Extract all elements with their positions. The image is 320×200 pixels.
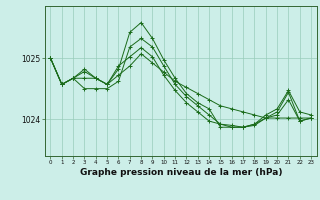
X-axis label: Graphe pression niveau de la mer (hPa): Graphe pression niveau de la mer (hPa) [80, 168, 282, 177]
